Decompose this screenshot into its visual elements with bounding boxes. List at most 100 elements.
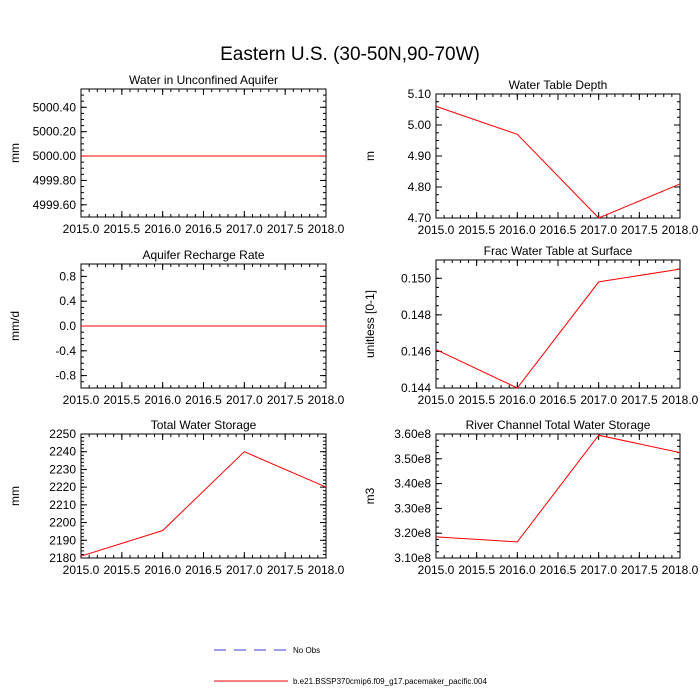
x-tick-label: 2016.5	[540, 563, 577, 577]
y-tick-label: 4.90	[408, 149, 432, 163]
y-tick-label: 2200	[49, 516, 76, 530]
y-tick-label: -0.8	[55, 369, 76, 383]
x-tick-label: 2017.5	[267, 222, 304, 236]
y-tick-label: 0.0	[59, 319, 76, 333]
x-tick-label: 2015.5	[458, 393, 495, 407]
x-tick-label: 2017.5	[621, 393, 658, 407]
y-tick-label: 0.146	[401, 344, 431, 358]
figure-title: Eastern U.S. (30-50N,90-70W)	[220, 44, 480, 65]
y-tick-label: 5000.00	[33, 149, 77, 163]
legend-label-no-obs: No Obs	[293, 646, 320, 655]
y-tick-label: 4999.60	[33, 198, 77, 212]
x-tick-label: 2018.0	[308, 222, 345, 236]
x-tick-label: 2018.0	[662, 223, 699, 237]
x-tick-label: 2017.5	[621, 223, 658, 237]
y-tick-label: 2210	[49, 498, 76, 512]
y-tick-label: 3.50e8	[394, 452, 431, 466]
plot-frame	[80, 88, 327, 218]
chart-panel-6: River Channel Total Water Storage m3 3.10e…	[363, 418, 699, 577]
y-tick-label: 2220	[49, 480, 76, 494]
y-axis-label: m3	[363, 487, 377, 504]
x-tick-label: 2018.0	[662, 393, 699, 407]
x-tick-label: 2016.5	[185, 222, 222, 236]
plot-frame	[435, 259, 681, 389]
y-tick-label: 0.144	[401, 381, 431, 395]
y-tick-label: -0.4	[55, 344, 76, 358]
x-tick-label: 2015.5	[458, 563, 495, 577]
y-tick-label: 2240	[49, 445, 76, 459]
x-tick-label: 2015.0	[418, 223, 455, 237]
x-tick-label: 2015.0	[418, 563, 455, 577]
x-tick-label: 2015.5	[458, 223, 495, 237]
y-tick-label: 3.20e8	[394, 526, 431, 540]
x-tick-label: 2016.5	[185, 393, 222, 407]
y-tick-label: 2180	[49, 551, 76, 565]
x-tick-label: 2016.0	[144, 393, 181, 407]
x-tick-label: 2017.0	[580, 393, 617, 407]
series-line-model	[80, 451, 327, 557]
x-tick-label: 2015.0	[63, 222, 100, 236]
y-tick-label: 4.80	[408, 180, 432, 194]
panel-title: Frac Water Table at Surface	[484, 244, 633, 258]
y-axis-label: mm	[8, 486, 22, 506]
y-tick-label: 0.8	[59, 269, 76, 283]
x-tick-label: 2016.0	[499, 393, 536, 407]
x-tick-label: 2017.5	[267, 563, 304, 577]
y-tick-label: 3.10e8	[394, 551, 431, 565]
x-tick-label: 2018.0	[308, 563, 345, 577]
y-tick-label: 3.40e8	[394, 477, 431, 491]
x-tick-label: 2017.0	[226, 222, 263, 236]
x-tick-label: 2015.0	[63, 563, 100, 577]
x-tick-label: 2016.0	[144, 563, 181, 577]
x-tick-label: 2016.5	[185, 563, 222, 577]
panel-title: Water Table Depth	[509, 78, 608, 92]
x-tick-label: 2017.5	[621, 563, 658, 577]
chart-panel-4: Frac Water Table at Surface unitless [0-1…	[363, 244, 699, 407]
y-tick-label: 2190	[49, 533, 76, 547]
y-tick-label: 4999.80	[33, 173, 77, 187]
y-tick-label: 5000.40	[33, 100, 77, 114]
y-tick-label: 0.150	[401, 271, 431, 285]
y-tick-label: 2250	[49, 427, 76, 441]
chart-panel-5: Total Water Storage mm 2180 2190 2200 2210 222…	[8, 418, 345, 577]
y-tick-label: 3.30e8	[394, 501, 431, 515]
y-tick-label: 5.00	[408, 118, 432, 132]
panel-title: Water in Unconfined Aquifer	[129, 73, 278, 87]
x-tick-label: 2017.0	[580, 223, 617, 237]
x-tick-label: 2015.5	[103, 222, 140, 236]
x-tick-label: 2016.0	[144, 222, 181, 236]
x-tick-label: 2017.5	[267, 393, 304, 407]
y-tick-label: 0.4	[59, 294, 76, 308]
y-axis-label: mm/d	[8, 311, 22, 341]
y-tick-label: 5000.20	[33, 125, 77, 139]
series-line-model	[435, 268, 681, 389]
legend: No Obs b.e21.BSSP370cmip6.f09_g17.pacema…	[214, 646, 487, 686]
legend-label-model: b.e21.BSSP370cmip6.f09_g17.pacemaker_pac…	[293, 677, 487, 686]
x-tick-label: 2018.0	[308, 393, 345, 407]
series-line-model	[435, 434, 681, 543]
plot-frame	[80, 433, 327, 559]
y-axis-label: unitless [0-1]	[363, 290, 377, 358]
series-line-model	[435, 105, 681, 219]
y-axis-label: mm	[8, 143, 22, 163]
chart-panel-2: Water Table Depth m 4.70 4.80 4.90 5.00 5.10 20…	[363, 78, 699, 237]
x-tick-label: 2016.0	[499, 223, 536, 237]
panel-title: River Channel Total Water Storage	[466, 418, 651, 432]
x-tick-label: 2015.0	[418, 393, 455, 407]
y-tick-label: 2230	[49, 462, 76, 476]
y-tick-label: 0.148	[401, 308, 431, 322]
chart-panel-3: Aquifer Recharge Rate mm/d -0.8 -0.4 0.0 0.4 0…	[8, 248, 345, 407]
x-tick-label: 2015.5	[103, 563, 140, 577]
x-tick-label: 2015.5	[103, 393, 140, 407]
chart-panel-1: Water in Unconfined Aquifer mm 4999.60 4999…	[8, 73, 345, 236]
x-tick-label: 2015.0	[63, 393, 100, 407]
x-tick-label: 2018.0	[662, 563, 699, 577]
x-tick-label: 2017.0	[226, 563, 263, 577]
x-tick-label: 2017.0	[226, 393, 263, 407]
x-tick-label: 2016.5	[540, 393, 577, 407]
panel-title: Total Water Storage	[151, 418, 257, 432]
y-tick-label: 4.70	[408, 211, 432, 225]
x-tick-label: 2016.0	[499, 563, 536, 577]
y-axis-label: m	[363, 151, 377, 161]
